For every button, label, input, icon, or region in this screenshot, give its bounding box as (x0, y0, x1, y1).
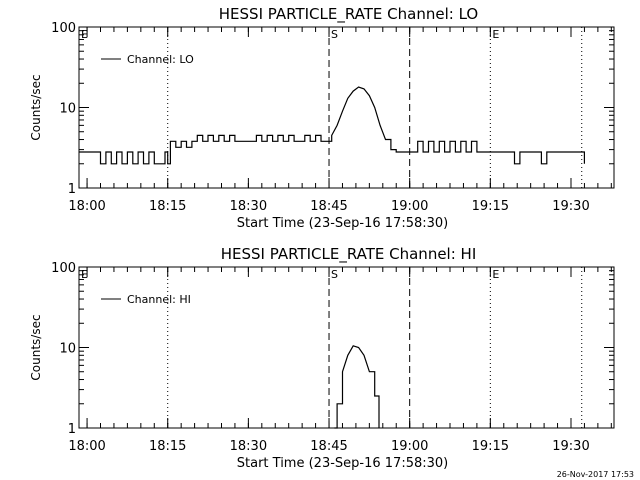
x-tick-label: 18:00 (68, 439, 105, 454)
y-axis-label: Counts/sec (29, 74, 43, 140)
y-tick-label: 10 (59, 342, 76, 357)
corner-label: E (81, 268, 88, 281)
legend-label: Channel: LO (127, 53, 194, 66)
x-tick-label: 18:45 (310, 199, 347, 214)
x-tick-label: 18:45 (310, 439, 347, 454)
x-tick-label: 19:30 (552, 439, 589, 454)
x-tick-label: 19:15 (472, 199, 509, 214)
marker-label: E (492, 28, 499, 41)
plot-frame (78, 266, 615, 429)
y-tick-label: 100 (51, 261, 76, 276)
x-tick-label: 19:00 (391, 199, 428, 214)
x-tick-label: 19:30 (552, 199, 589, 214)
series-line (79, 86, 585, 165)
chart-title: HESSI PARTICLE_RATE Channel: HI (221, 245, 477, 264)
y-tick-label: 100 (51, 21, 76, 36)
x-tick-label: 18:00 (68, 199, 105, 214)
chart-panel-2: HESSI PARTICLE_RATE Channel: HI Counts/se… (29, 245, 615, 471)
x-axis-label: Start Time (23-Sep-16 17:58:30) (237, 216, 448, 231)
generation-timestamp: 26-Nov-2017 17:53 (556, 470, 634, 479)
chart-title: HESSI PARTICLE_RATE Channel: LO (219, 5, 478, 24)
y-tick-label: 1 (68, 422, 76, 437)
y-axis-label: Counts/sec (29, 314, 43, 380)
marker-label: S (331, 28, 338, 41)
marker-label: S (331, 268, 338, 281)
x-axis-label: Start Time (23-Sep-16 17:58:30) (237, 456, 448, 471)
corner-label: E (81, 28, 88, 41)
x-tick-label: 18:30 (230, 439, 267, 454)
series-line (334, 345, 380, 429)
x-tick-label: 18:30 (230, 199, 267, 214)
x-tick-label: 18:15 (149, 439, 186, 454)
legend-label: Channel: HI (127, 293, 191, 306)
y-tick-label: 1 (68, 182, 76, 197)
x-tick-label: 19:15 (472, 439, 509, 454)
chart-panel-1: HESSI PARTICLE_RATE Channel: LO Counts/se… (29, 5, 615, 231)
x-tick-label: 19:00 (391, 439, 428, 454)
marker-label: E (492, 268, 499, 281)
x-tick-label: 18:15 (149, 199, 186, 214)
y-tick-label: 10 (59, 102, 76, 117)
